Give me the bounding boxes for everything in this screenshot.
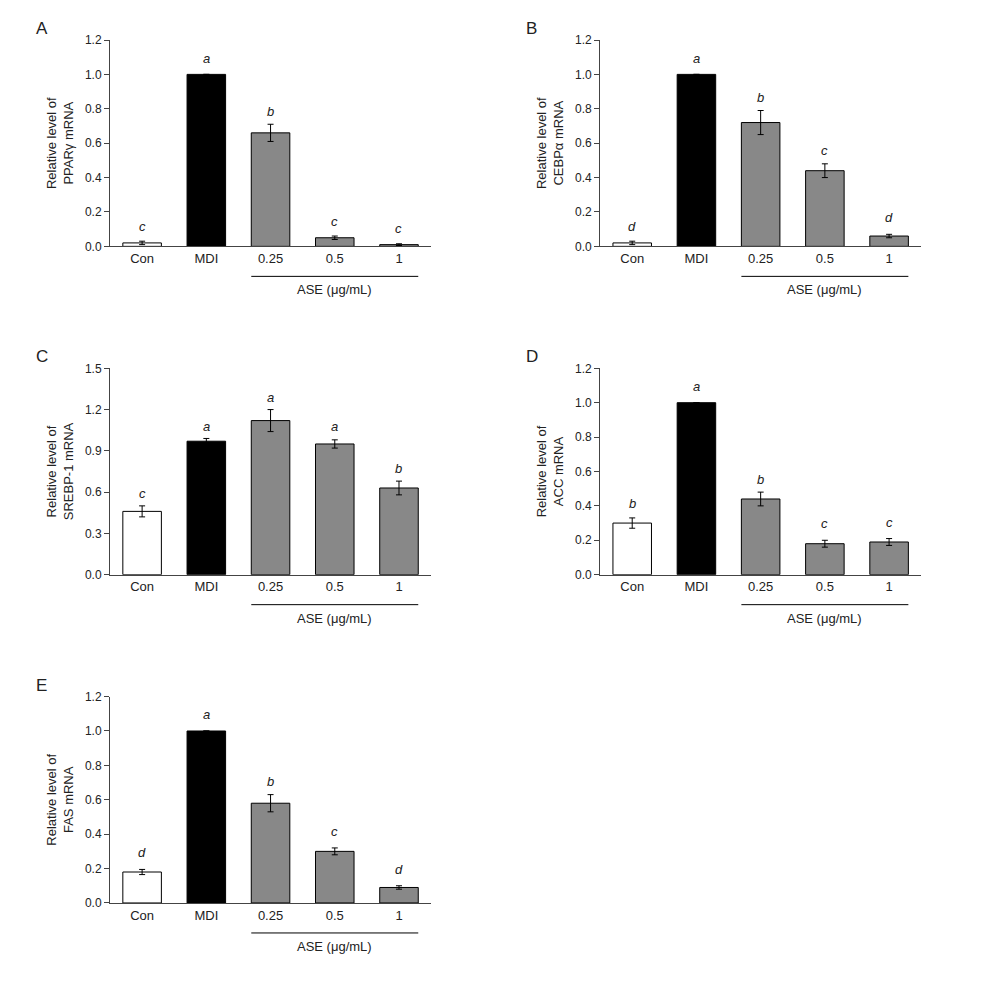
svg-text:0.0: 0.0 [575,240,592,254]
svg-text:1.2: 1.2 [85,690,102,704]
svg-text:0.5: 0.5 [816,251,834,266]
svg-text:a: a [203,707,210,722]
svg-text:1.0: 1.0 [575,68,592,82]
svg-text:1.2: 1.2 [575,362,592,376]
svg-text:c: c [331,214,338,229]
svg-text:c: c [395,221,402,236]
svg-text:1.2: 1.2 [85,33,102,47]
svg-text:0.2: 0.2 [85,862,102,876]
svg-text:b: b [267,104,274,119]
svg-text:Con: Con [620,579,644,594]
svg-text:0.4: 0.4 [85,827,102,841]
svg-text:0.6: 0.6 [85,136,102,150]
svg-text:0.4: 0.4 [575,171,592,185]
svg-text:d: d [395,862,403,877]
svg-text:ASE (μg/mL): ASE (μg/mL) [787,611,862,626]
svg-text:0.8: 0.8 [575,102,592,116]
svg-text:d: d [885,210,893,225]
svg-text:0.6: 0.6 [85,485,102,499]
svg-text:c: c [139,219,146,234]
svg-text:0.8: 0.8 [85,102,102,116]
svg-text:0.5: 0.5 [816,579,834,594]
svg-text:c: c [886,515,893,530]
svg-text:0.0: 0.0 [575,568,592,582]
svg-text:0.25: 0.25 [258,251,283,266]
svg-text:Relative level ofSREBP-1 mRNA: Relative level ofSREBP-1 mRNA [44,422,76,520]
svg-text:1.2: 1.2 [575,33,592,47]
svg-text:MDI: MDI [194,579,218,594]
svg-text:0.5: 0.5 [326,579,344,594]
svg-text:0.25: 0.25 [258,908,283,923]
svg-text:d: d [138,845,146,860]
svg-text:1: 1 [395,579,402,594]
svg-text:0.6: 0.6 [575,136,592,150]
svg-text:ASE (μg/mL): ASE (μg/mL) [787,282,862,297]
svg-text:1.0: 1.0 [85,724,102,738]
svg-text:0.3: 0.3 [85,527,102,541]
svg-text:1: 1 [885,251,892,266]
svg-text:1.0: 1.0 [85,68,102,82]
svg-text:0.0: 0.0 [85,568,102,582]
svg-text:Relative level ofCEBPα mRNA: Relative level ofCEBPα mRNA [534,97,566,189]
svg-text:0.2: 0.2 [85,205,102,219]
svg-text:1.5: 1.5 [85,362,102,376]
svg-text:a: a [203,51,210,66]
svg-text:1: 1 [885,579,892,594]
svg-text:Relative level ofPPARγ mRNA: Relative level ofPPARγ mRNA [44,97,76,189]
svg-text:Con: Con [620,251,644,266]
svg-text:0.6: 0.6 [85,793,102,807]
svg-text:B: B [526,19,537,38]
svg-text:0.4: 0.4 [575,499,592,513]
svg-text:0.0: 0.0 [85,240,102,254]
svg-text:Con: Con [130,579,154,594]
svg-text:MDI: MDI [194,908,218,923]
svg-text:b: b [267,774,274,789]
svg-text:1: 1 [395,251,402,266]
svg-text:a: a [203,419,210,434]
svg-text:c: c [139,486,146,501]
svg-text:b: b [395,461,402,476]
svg-text:a: a [267,390,274,405]
svg-text:0.9: 0.9 [85,444,102,458]
svg-text:0.25: 0.25 [258,579,283,594]
svg-text:c: c [331,824,338,839]
svg-text:a: a [693,379,700,394]
svg-text:MDI: MDI [685,579,709,594]
svg-text:1: 1 [395,908,402,923]
svg-text:ASE (μg/mL): ASE (μg/mL) [297,611,372,626]
svg-text:b: b [757,472,764,487]
svg-text:b: b [757,90,764,105]
svg-text:0.4: 0.4 [85,171,102,185]
svg-text:MDI: MDI [194,251,218,266]
svg-text:a: a [693,51,700,66]
svg-text:c: c [821,516,828,531]
svg-text:Relative level ofFAS mRNA: Relative level ofFAS mRNA [44,754,76,846]
svg-text:0.5: 0.5 [326,908,344,923]
svg-text:Con: Con [130,908,154,923]
svg-text:0.0: 0.0 [85,896,102,910]
svg-text:b: b [629,496,636,511]
svg-text:0.2: 0.2 [575,205,592,219]
svg-text:Relative level ofACC mRNA: Relative level ofACC mRNA [534,425,566,517]
svg-text:1.0: 1.0 [575,396,592,410]
svg-text:ASE (μg/mL): ASE (μg/mL) [297,282,372,297]
svg-text:0.5: 0.5 [326,251,344,266]
svg-text:0.2: 0.2 [575,533,592,547]
svg-text:A: A [36,19,48,38]
svg-text:ASE (μg/mL): ASE (μg/mL) [297,939,372,954]
svg-text:C: C [36,347,48,366]
svg-text:D: D [526,347,538,366]
svg-text:a: a [331,419,338,434]
svg-text:0.8: 0.8 [575,430,592,444]
svg-text:MDI: MDI [685,251,709,266]
svg-text:0.8: 0.8 [85,759,102,773]
svg-text:c: c [821,143,828,158]
svg-text:E: E [36,676,47,695]
svg-text:d: d [628,219,636,234]
svg-text:0.25: 0.25 [748,251,773,266]
svg-text:0.6: 0.6 [575,465,592,479]
svg-text:0.25: 0.25 [748,579,773,594]
svg-text:Con: Con [130,251,154,266]
svg-text:1.2: 1.2 [85,403,102,417]
